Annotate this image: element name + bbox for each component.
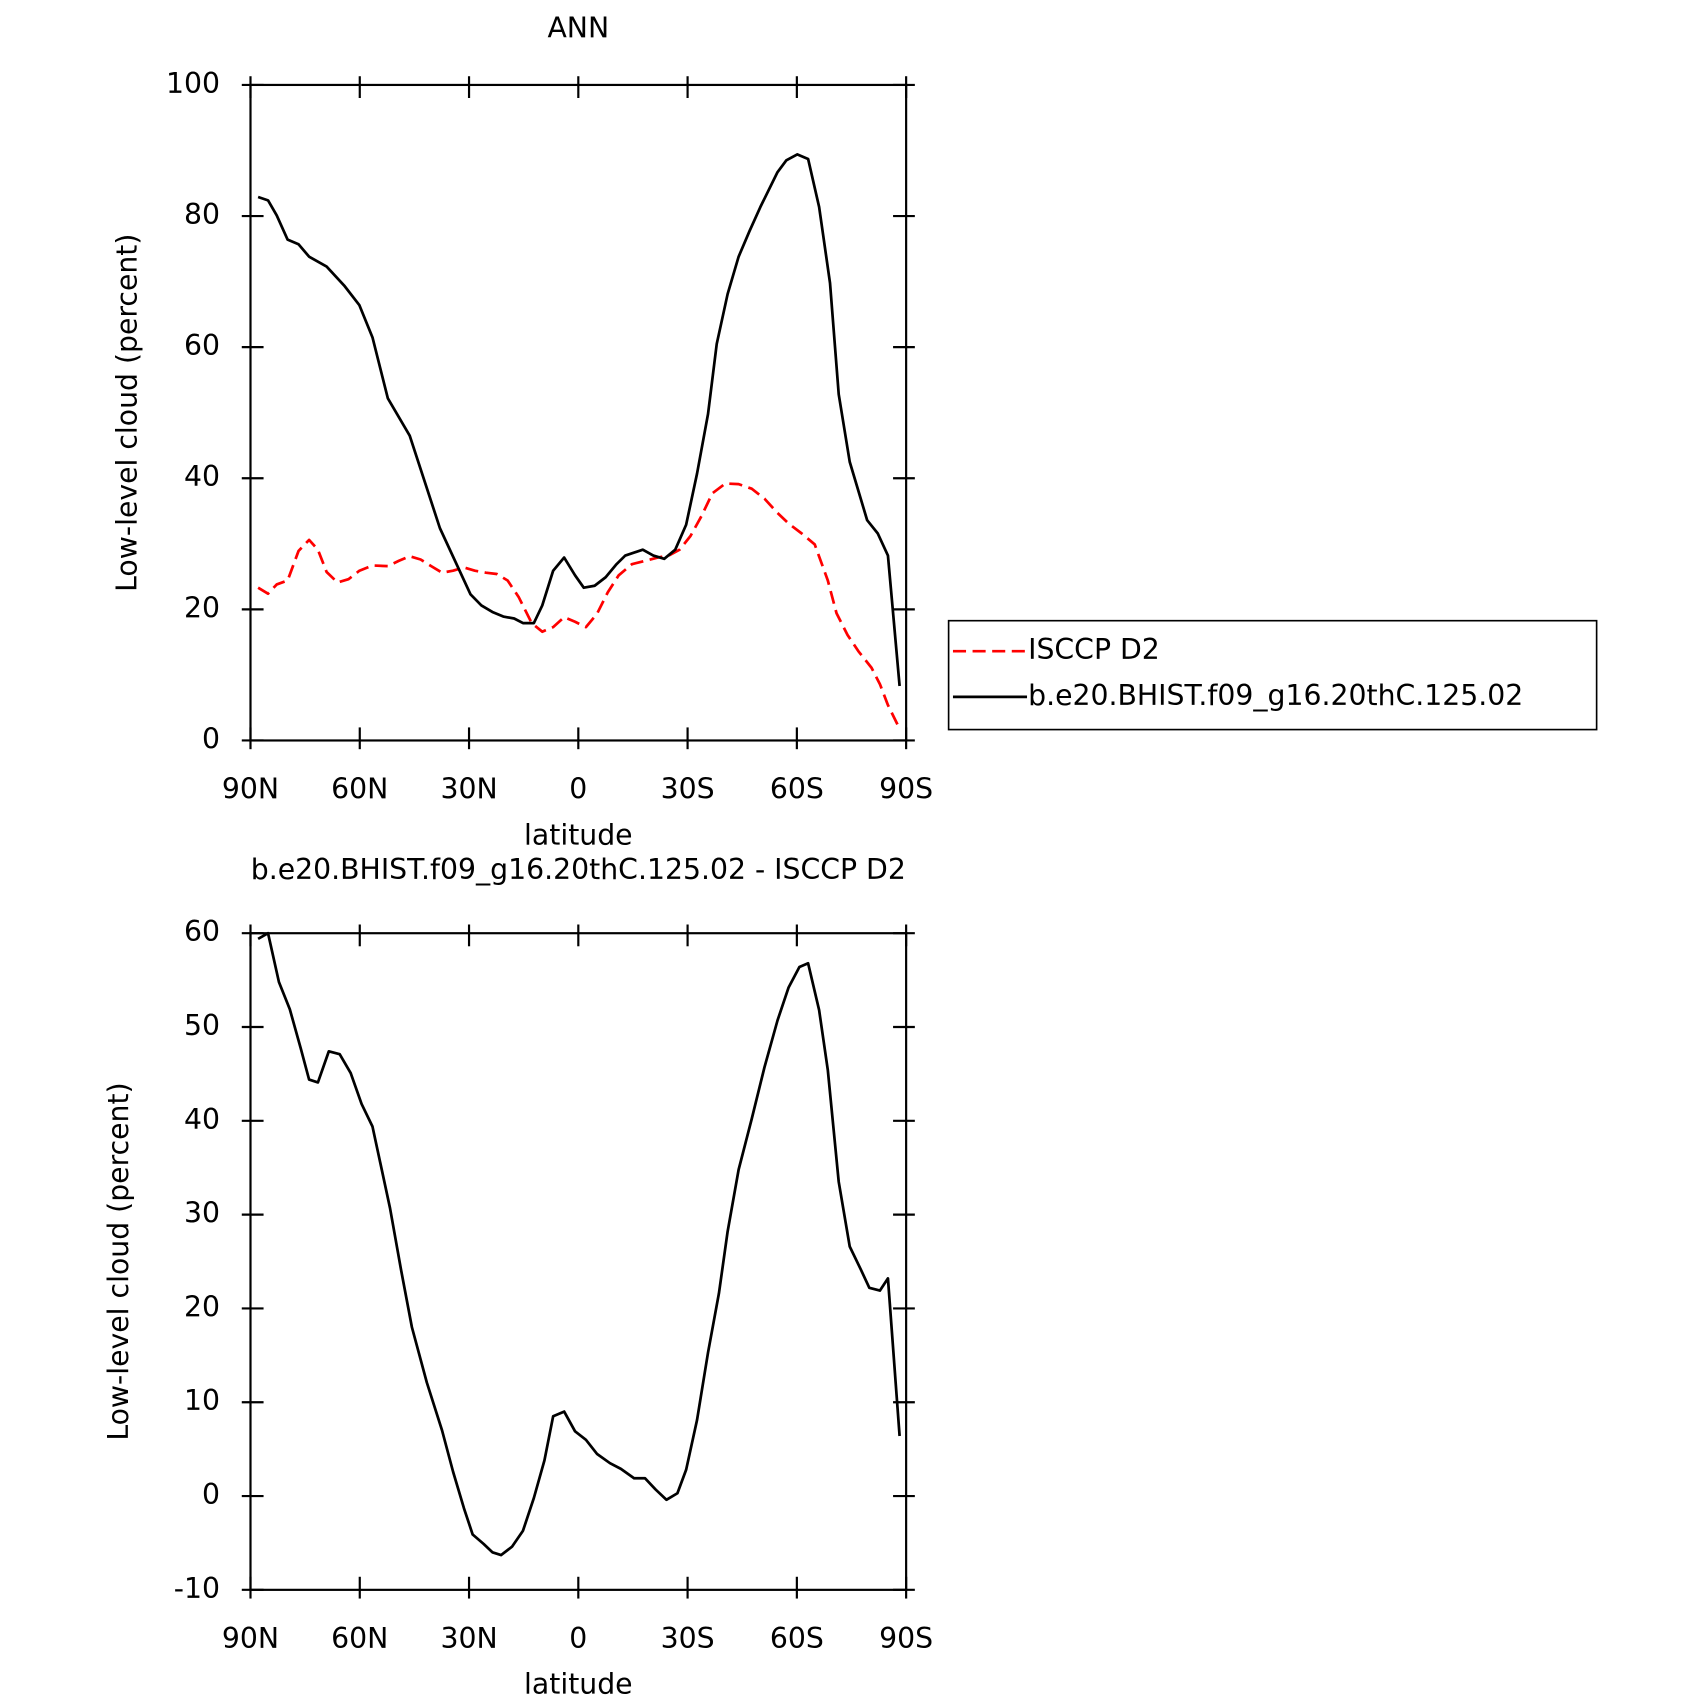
x-tick-label: 90N	[222, 773, 279, 806]
x-tick-label: 0	[569, 773, 587, 806]
x-tick-label: 30N	[440, 773, 497, 806]
legend-label: b.e20.BHIST.f09_g16.20thC.125.02	[1028, 679, 1523, 712]
y-tick-label: 0	[202, 1478, 220, 1511]
line-series	[257, 482, 901, 730]
x-tick-label: 60N	[331, 773, 388, 806]
y-tick-label: 40	[184, 1103, 220, 1136]
y-tick-label: 0	[202, 722, 220, 755]
x-axis-label: latitude	[524, 1668, 633, 1701]
x-tick-label: 30N	[440, 1622, 497, 1655]
y-axis-label: Low-level cloud (percent)	[102, 1082, 135, 1440]
x-tick-label: 0	[569, 1622, 587, 1655]
y-axis-label: Low-level cloud (percent)	[111, 234, 144, 592]
y-tick-label: 80	[184, 198, 220, 231]
y-tick-label: 50	[184, 1009, 220, 1042]
x-tick-label: 90S	[879, 773, 933, 806]
x-tick-label: 90S	[879, 1622, 933, 1655]
line-series	[257, 153, 901, 687]
y-tick-label: 20	[184, 591, 220, 624]
x-tick-label: 30S	[661, 773, 715, 806]
line-series	[257, 931, 901, 1557]
y-tick-label: 40	[184, 460, 220, 493]
y-tick-label: 100	[166, 67, 220, 100]
x-tick-label: 90N	[222, 1622, 279, 1655]
y-tick-label: 60	[184, 915, 220, 948]
y-tick-label: 10	[184, 1384, 220, 1417]
y-tick-label: -10	[174, 1572, 220, 1605]
legend-label: ISCCP D2	[1028, 633, 1160, 666]
legend-box	[947, 619, 1598, 731]
x-tick-label: 60S	[770, 773, 824, 806]
y-tick-label: 20	[184, 1290, 220, 1323]
plot-frame	[249, 83, 908, 742]
y-tick-label: 30	[184, 1197, 220, 1230]
chart-title: b.e20.BHIST.f09_g16.20thC.125.02 - ISCCP…	[251, 853, 906, 886]
x-tick-label: 60N	[331, 1622, 388, 1655]
plot-frame	[249, 932, 908, 1591]
y-tick-label: 60	[184, 329, 220, 362]
x-tick-label: 30S	[661, 1622, 715, 1655]
x-tick-label: 60S	[770, 1622, 824, 1655]
chart-title: ANN	[547, 11, 609, 44]
x-axis-label: latitude	[524, 818, 633, 851]
